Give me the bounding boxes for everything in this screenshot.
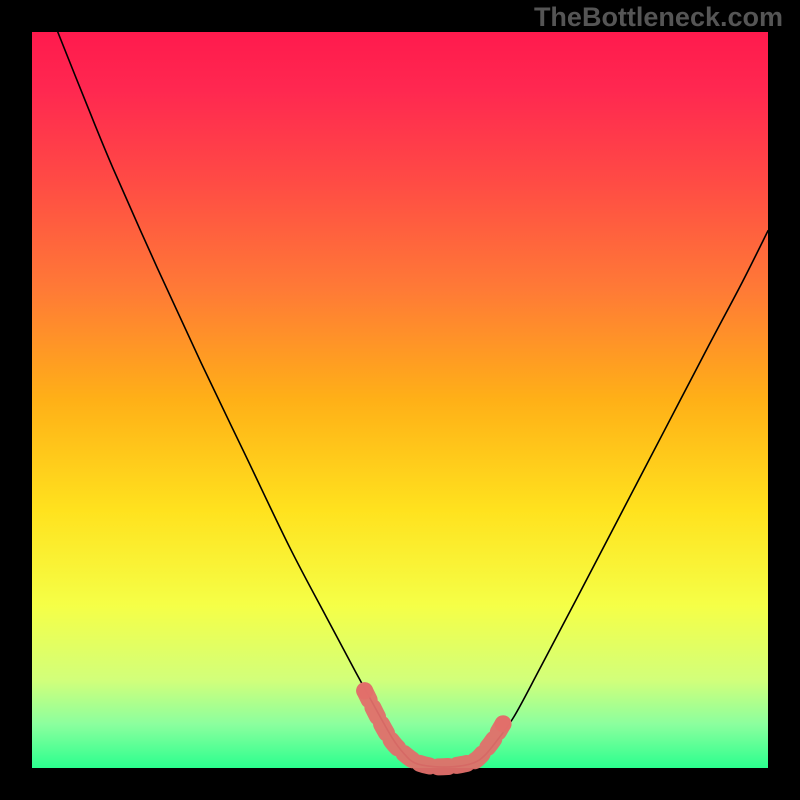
- watermark-text: TheBottleneck.com: [534, 2, 783, 33]
- highlight-marker-path: [365, 691, 503, 767]
- highlight-marker-start: [356, 682, 373, 699]
- chart-stage: TheBottleneck.com: [0, 0, 800, 800]
- bottleneck-curve: [58, 32, 768, 767]
- highlight-marker-end: [495, 715, 512, 732]
- plot-svg: [0, 0, 800, 800]
